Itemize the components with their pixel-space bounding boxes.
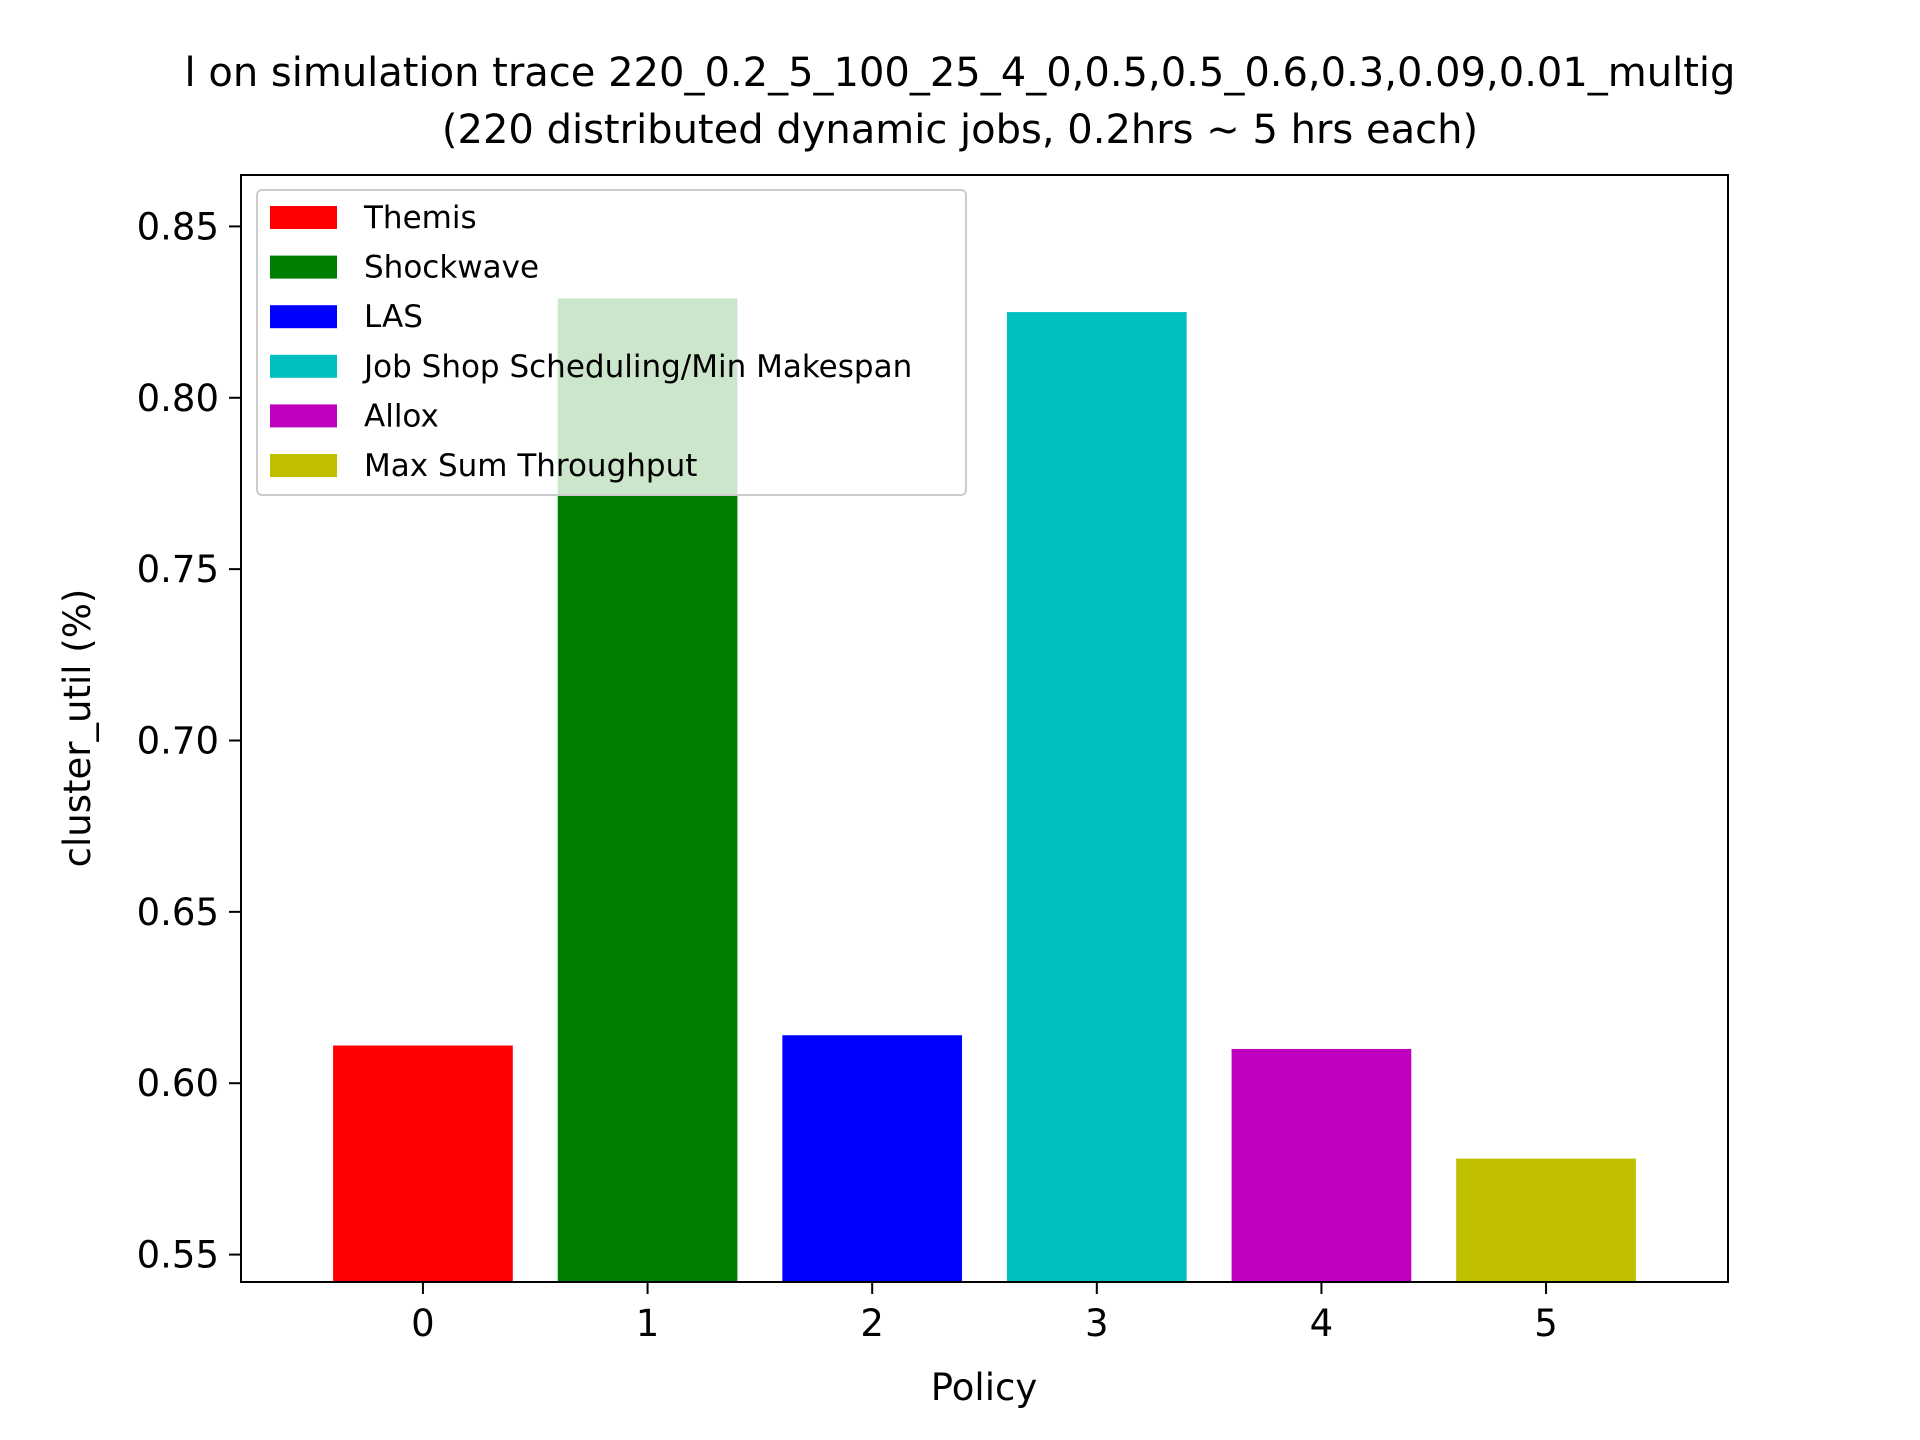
bar-2 [782,1035,963,1282]
legend-label: Max Sum Throughput [364,448,697,484]
y-tick-label: 0.75 [137,548,219,591]
legend-label: Themis [363,200,477,236]
x-tick-label: 4 [1310,1302,1334,1345]
legend-swatch [270,454,337,477]
legend-swatch [270,206,337,229]
y-tick-label: 0.55 [137,1234,219,1277]
y-tick-label: 0.85 [137,205,219,248]
x-axis-label: Policy [931,1366,1037,1409]
y-tick-label: 0.60 [137,1062,219,1105]
x-tick-label: 0 [411,1302,435,1345]
legend-label: Job Shop Scheduling/Min Makespan [362,349,912,385]
legend-box [256,189,967,496]
legend-swatch [270,354,337,378]
bar-4 [1231,1048,1412,1282]
x-tick-label: 1 [636,1302,660,1345]
y-tick-label: 0.65 [137,891,219,934]
x-tick-label: 5 [1534,1302,1558,1345]
legend-swatch [270,404,337,428]
y-tick-label: 0.80 [137,377,219,420]
x-tick-label: 2 [860,1302,884,1345]
legend-label: Shockwave [364,250,539,286]
bar-0 [333,1045,513,1282]
bar-5 [1456,1158,1636,1282]
y-tick-label: 0.70 [137,719,219,762]
bar-3 [1006,312,1187,1282]
x-tick-label: 3 [1085,1302,1109,1345]
chart-title-line2: (220 distributed dynamic jobs, 0.2hrs ~ … [442,107,1478,153]
legend: Themis Shockwave LAS Job Shop Scheduling/Mi… [256,189,967,496]
x-axis: 0 1 2 3 4 5 [411,1282,1558,1345]
legend-label: Allox [364,398,439,434]
y-axis-label: cluster_util (%) [56,589,99,868]
y-axis: 0.55 0.60 0.65 0.70 0.75 0.80 0.85 [137,205,241,1277]
legend-label: LAS [364,299,423,335]
legend-swatch [270,255,337,279]
plot-frame [240,174,1729,1283]
chart-title-line1: l on simulation trace 220_0.2_5_100_25_4… [185,50,1736,96]
legend-swatch [270,305,337,329]
